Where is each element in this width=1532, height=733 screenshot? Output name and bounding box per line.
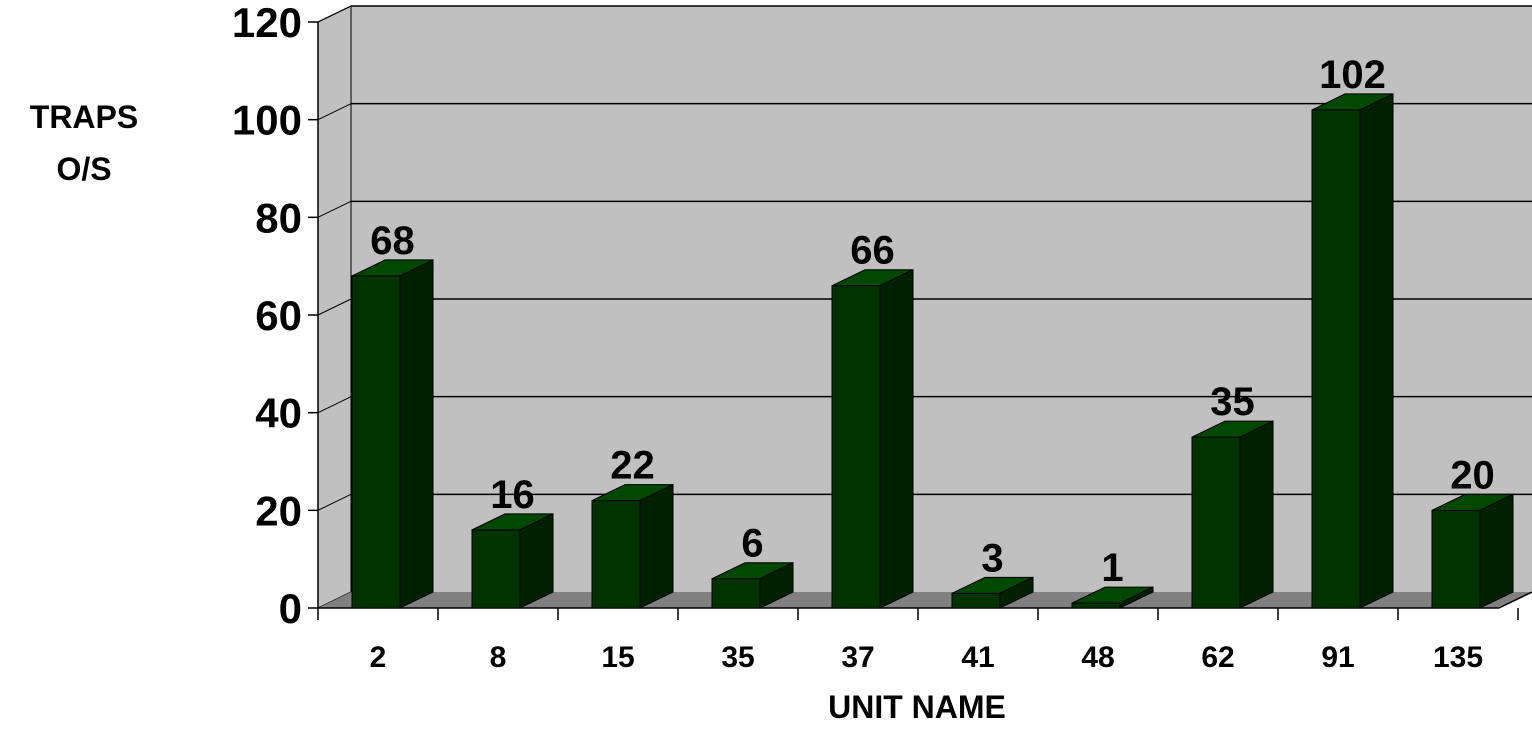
data-label-35: 6: [741, 522, 763, 566]
x-tick-label-41: 41: [961, 641, 994, 674]
y-tick-label-80: 80: [255, 194, 302, 241]
y-tick-label-60: 60: [255, 292, 302, 339]
gridline-side-100: [317, 103, 352, 121]
x-tick-label-62: 62: [1201, 641, 1234, 674]
data-label-2: 68: [370, 219, 415, 263]
x-tick-label-48: 48: [1081, 641, 1114, 674]
data-label-48: 1: [1101, 546, 1123, 590]
gridline-side-40: [317, 396, 352, 414]
bar-front-41: [951, 592, 1001, 609]
x-axis-label: UNIT NAME: [828, 689, 1006, 725]
y-axis-label-line-1: TRAPS: [30, 99, 138, 135]
gridline-side-120: [317, 5, 352, 23]
x-axis-depth-line: [1498, 591, 1532, 609]
bar-front-8: [471, 529, 521, 609]
bar-91: [1311, 93, 1394, 609]
bar-front-48: [1071, 602, 1121, 609]
bar-side-15: [639, 483, 674, 609]
bar-side-41: [999, 576, 1034, 609]
x-tick-label-37: 37: [841, 641, 874, 674]
bar-62: [1191, 420, 1274, 609]
bar-side-62: [1239, 420, 1274, 609]
bar-35: [711, 561, 794, 609]
x-tick-label-15: 15: [601, 641, 634, 674]
gridline-side-20: [317, 493, 352, 511]
x-tick-label-8: 8: [490, 641, 507, 674]
bar-48: [1071, 586, 1154, 609]
bar-15: [591, 483, 674, 609]
data-label-91: 102: [1319, 53, 1386, 97]
bar-side-35: [759, 561, 794, 609]
bar-37: [831, 268, 914, 609]
y-tick-label-40: 40: [255, 390, 302, 437]
data-label-15: 22: [610, 444, 655, 488]
bar-8: [471, 513, 554, 609]
bar-135: [1431, 493, 1514, 609]
y-axis-label-line-2: O/S: [56, 151, 111, 187]
bar-front-135: [1431, 509, 1481, 609]
gridline-side-80: [317, 200, 352, 218]
bar-side-2: [399, 259, 434, 609]
bar-41: [951, 576, 1034, 609]
bar-side-48: [1119, 586, 1154, 609]
y-tick-label-100: 100: [232, 97, 302, 144]
data-label-135: 20: [1450, 453, 1495, 497]
gridline-side-60: [317, 298, 352, 316]
data-label-37: 66: [850, 229, 895, 273]
x-tick-label-135: 135: [1433, 641, 1483, 674]
y-tick-label-20: 20: [255, 487, 302, 534]
data-label-8: 16: [490, 473, 535, 517]
bar-front-91: [1311, 109, 1361, 609]
y-tick-label-120: 120: [232, 0, 302, 46]
bar-front-62: [1191, 436, 1241, 609]
data-label-62: 35: [1210, 380, 1255, 424]
y-tick-label-0: 0: [279, 585, 302, 632]
bar-2: [351, 259, 434, 609]
x-tick-label-2: 2: [370, 641, 387, 674]
bar-side-37: [879, 268, 914, 609]
x-tick-label-91: 91: [1321, 641, 1354, 674]
bars: [351, 93, 1514, 609]
bar-side-135: [1479, 493, 1514, 609]
bar-front-15: [591, 500, 641, 609]
x-tick-label-35: 35: [721, 641, 754, 674]
labels: TRAPS O/S UNIT NAME 2 68 8 16 15 22 35 6 37 66 41 3…: [30, 53, 1495, 725]
bar-front-2: [351, 275, 401, 609]
data-label-41: 3: [981, 536, 1003, 580]
bar-side-8: [519, 513, 554, 609]
bar-side-91: [1359, 93, 1394, 609]
bar-front-35: [711, 578, 761, 609]
bar-front-37: [831, 285, 881, 609]
